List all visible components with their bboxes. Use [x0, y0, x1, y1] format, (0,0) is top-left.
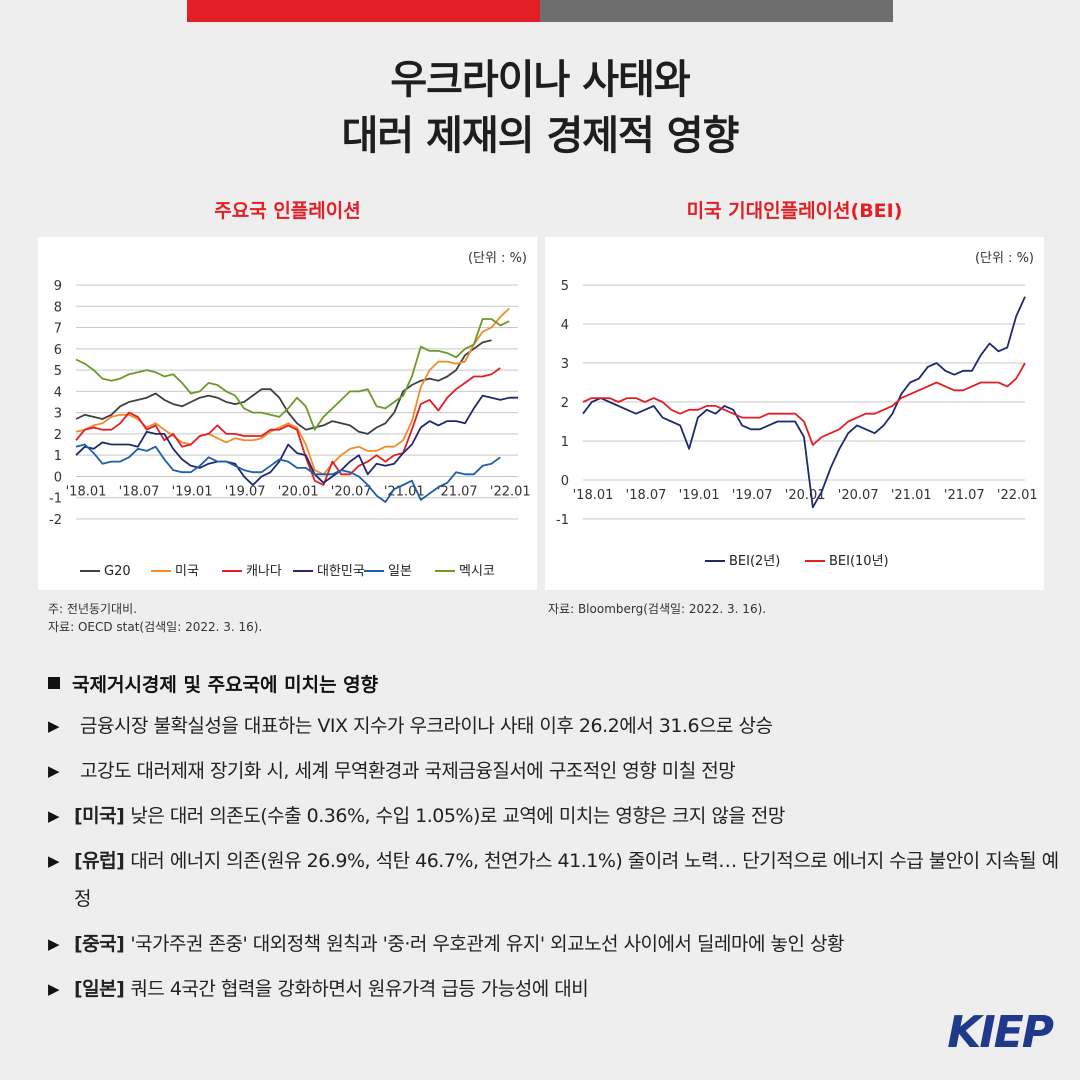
- series-line: [582, 362, 1026, 446]
- x-tick-label: '20.07: [838, 488, 879, 503]
- legend-label: 캐나다: [246, 564, 282, 579]
- legend-label: 미국: [175, 564, 199, 579]
- legend-label: 일본: [388, 564, 412, 579]
- x-tick-label: '22.01: [490, 484, 531, 499]
- x-tick-label: '18.07: [626, 488, 667, 503]
- legend-label: BEI(10년): [829, 554, 889, 569]
- y-tick-label: -2: [49, 513, 62, 528]
- triangle-right-icon: ▶: [48, 807, 60, 825]
- bullet-tag: [유럽]: [74, 850, 125, 872]
- y-tick-label: -1: [49, 492, 62, 507]
- section-heading-text: 국제거시경제 및 주요국에 미치는 영향: [72, 674, 379, 696]
- y-tick-label: 3: [54, 407, 62, 422]
- y-tick-label: 3: [561, 357, 569, 372]
- bullet-list: ▶ 금융시장 불확실성을 대표하는 VIX 지수가 우크라이나 사태 이후 26…: [48, 707, 1068, 1015]
- x-tick-label: '21.01: [384, 484, 425, 499]
- right-chart-title: 미국 기대인플레이션(BEI): [686, 200, 903, 222]
- x-tick-label: '19.01: [679, 488, 720, 503]
- legend-label: G20: [104, 564, 131, 579]
- x-tick-label: '18.07: [119, 484, 160, 499]
- series-line: [75, 318, 510, 431]
- legend-label: BEI(2년): [729, 554, 780, 569]
- right-chart-panel: (단위 : %) 5 4 3 2 1 0 -1 '18.01 '18.07 '19.01 '19.0…: [545, 237, 1044, 590]
- x-tick-label: '19.01: [172, 484, 213, 499]
- y-tick-label: 1: [561, 435, 569, 450]
- x-tick-label: '21.07: [437, 484, 478, 499]
- y-tick-label: 5: [54, 364, 62, 379]
- series-line: [75, 367, 501, 486]
- square-bullet-icon: [48, 677, 60, 689]
- left-chart-note: 주: 전년동기대비.: [48, 602, 137, 616]
- bullet-item: ▶ [중국] '국가주권 존중' 대외정책 원칙과 '중·러 우호관계 유지' 외…: [48, 925, 1068, 963]
- left-chart-panel: (단위 : %) 9 8 7 6 5 4 3 2 1 0 -1 -2 '18.01 '18.07 '19.0…: [38, 237, 537, 590]
- right-chart-svg: 5 4 3 2 1 0 -1 '18.01 '18.07 '19.01 '19.07 '20.01 '2…: [556, 279, 1038, 569]
- x-tick-label: '19.07: [732, 488, 773, 503]
- y-tick-label: 1: [54, 449, 62, 464]
- legend-label: 대한민국: [317, 564, 365, 579]
- bullet-item: ▶ 금융시장 불확실성을 대표하는 VIX 지수가 우크라이나 사태 이후 26…: [48, 707, 1068, 745]
- y-tick-label: 9: [54, 279, 62, 294]
- x-tick-label: '18.01: [66, 484, 107, 499]
- page-title: 우크라이나 사태와 대러 제재의 경제적 영향: [0, 52, 1080, 164]
- x-tick-label: '19.07: [225, 484, 266, 499]
- section-heading: 국제거시경제 및 주요국에 미치는 영향: [48, 670, 378, 697]
- left-chart-svg: 9 8 7 6 5 4 3 2 1 0 -1 -2 '18.01 '18.07 '19.01 '19.07 '2…: [49, 279, 531, 579]
- y-tick-label: 7: [54, 322, 62, 337]
- left-chart-source: 자료: OECD stat(검색일: 2022. 3. 16).: [48, 620, 263, 634]
- x-tick-label: '20.01: [278, 484, 319, 499]
- y-tick-label: 0: [561, 474, 569, 489]
- series-line: [75, 339, 492, 435]
- x-tick-label: '21.07: [944, 488, 985, 503]
- x-tick-label: '20.01: [785, 488, 826, 503]
- series-line: [582, 296, 1026, 509]
- triangle-right-icon: ▶: [48, 980, 60, 998]
- left-chart-unit: (단위 : %): [467, 251, 527, 266]
- y-tick-label: 2: [54, 428, 62, 443]
- y-tick-label: 2: [561, 396, 569, 411]
- y-tick-label: 8: [54, 300, 62, 315]
- bullet-text: 대러 에너지 의존(원유 26.9%, 석탄 46.7%, 천연가스 41.1%…: [74, 850, 1059, 910]
- series-line: [75, 443, 501, 503]
- triangle-right-icon: ▶: [48, 762, 60, 780]
- y-tick-label: 5: [561, 279, 569, 294]
- bullet-text: '국가주권 존중' 대외정책 원칙과 '중·러 우호관계 유지' 외교노선 사이…: [130, 933, 844, 955]
- series-line: [75, 307, 510, 476]
- bullet-item: ▶ [유럽] 대러 에너지 의존(원유 26.9%, 석탄 46.7%, 천연가스…: [48, 842, 1068, 918]
- bullet-tag: [일본]: [74, 978, 125, 1000]
- top-bar-red: [187, 0, 540, 22]
- x-tick-label: '22.01: [997, 488, 1038, 503]
- y-tick-label: 6: [54, 343, 62, 358]
- page-title-line2: 대러 제재의 경제적 영향: [341, 113, 740, 159]
- y-tick-label: -1: [556, 513, 569, 528]
- bullet-text: 금융시장 불확실성을 대표하는 VIX 지수가 우크라이나 사태 이후 26.2…: [80, 715, 773, 737]
- left-chart-notes: 주: 전년동기대비. 자료: OECD stat(검색일: 2022. 3. 1…: [48, 600, 262, 636]
- bullet-text: 고강도 대러제재 장기화 시, 세계 무역환경과 국제금융질서에 구조적인 영향…: [80, 760, 736, 782]
- left-chart-title: 주요국 인플레이션: [214, 200, 361, 222]
- right-chart-unit: (단위 : %): [974, 251, 1034, 266]
- top-accent-bar: [187, 0, 893, 22]
- series-line: [75, 394, 518, 486]
- triangle-right-icon: ▶: [48, 852, 60, 870]
- bullet-tag: [중국]: [74, 933, 125, 955]
- y-tick-label: 4: [561, 318, 569, 333]
- x-tick-label: '18.01: [573, 488, 614, 503]
- bullet-tag: [미국]: [74, 805, 125, 827]
- legend-label: 멕시코: [459, 564, 495, 579]
- top-bar-gray: [540, 0, 893, 22]
- bullet-text: 쿼드 4국간 협력을 강화하면서 원유가격 급등 가능성에 대비: [130, 978, 589, 1000]
- bullet-item: ▶ 고강도 대러제재 장기화 시, 세계 무역환경과 국제금융질서에 구조적인 …: [48, 752, 1068, 790]
- bullet-text: 낮은 대러 의존도(수출 0.36%, 수입 1.05%)로 교역에 미치는 영…: [130, 805, 785, 827]
- y-tick-label: 0: [54, 470, 62, 485]
- right-chart-notes: 자료: Bloomberg(검색일: 2022. 3. 16).: [548, 600, 766, 618]
- y-tick-label: 4: [54, 385, 62, 400]
- right-chart-source: 자료: Bloomberg(검색일: 2022. 3. 16).: [548, 602, 767, 616]
- x-tick-label: '20.07: [331, 484, 372, 499]
- x-tick-label: '21.01: [891, 488, 932, 503]
- page-title-line1: 우크라이나 사태와: [390, 57, 690, 103]
- triangle-right-icon: ▶: [48, 717, 60, 735]
- triangle-right-icon: ▶: [48, 935, 60, 953]
- kiep-logo: KIEP: [947, 1007, 1054, 1058]
- bullet-item: ▶ [일본] 쿼드 4국간 협력을 강화하면서 원유가격 급등 가능성에 대비: [48, 970, 1068, 1008]
- bullet-item: ▶ [미국] 낮은 대러 의존도(수출 0.36%, 수입 1.05%)로 교역에…: [48, 797, 1068, 835]
